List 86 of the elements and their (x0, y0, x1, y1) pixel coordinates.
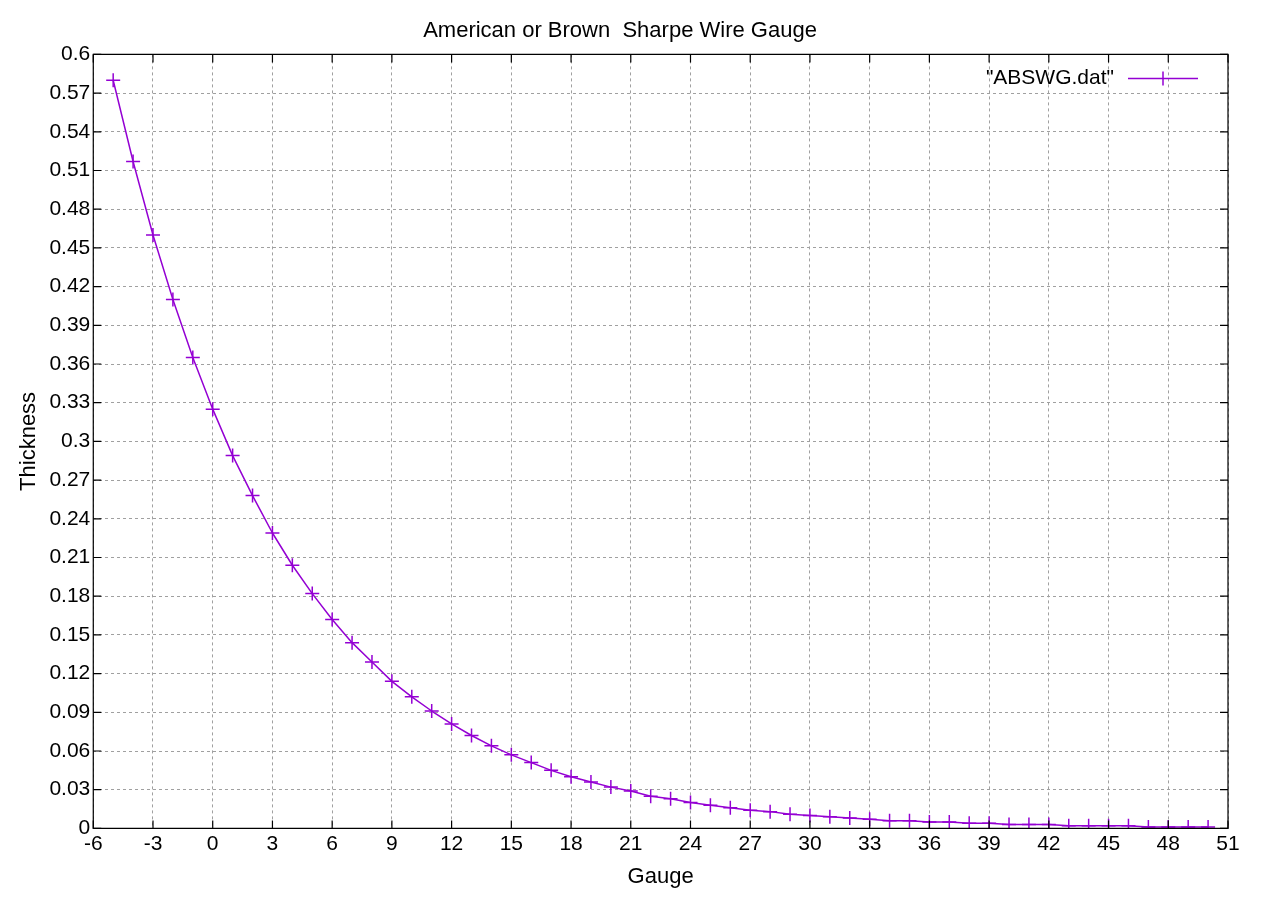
x-tick-label: 6 (326, 830, 339, 854)
y-tick-label: 0.18 (49, 583, 91, 606)
point (503, 747, 520, 763)
x-tick-label: 39 (977, 830, 1001, 854)
point (324, 611, 340, 628)
y-tick-label: 0.57 (49, 79, 91, 103)
x-tick-label: 33 (857, 830, 882, 854)
y-tick-label: 0.09 (49, 699, 91, 723)
point (304, 585, 321, 602)
y-tick-label: 0.42 (49, 273, 91, 297)
point (125, 153, 141, 170)
x-tick-label: 51 (1216, 830, 1240, 854)
x-tick-label: 27 (738, 830, 762, 854)
y-tick-label: 0.12 (49, 660, 91, 684)
y-axis-title: Thickness (15, 391, 41, 491)
point (762, 803, 778, 820)
x-tick-label: 21 (619, 830, 643, 854)
point (145, 227, 161, 243)
point (384, 673, 400, 690)
x-tick-label: 9 (386, 830, 398, 854)
y-tick-label: 0.24 (49, 505, 91, 529)
point (1041, 816, 1057, 829)
point (742, 802, 758, 819)
point (583, 774, 599, 790)
x-tick-label: -3 (143, 830, 163, 854)
point (881, 812, 898, 829)
point (463, 727, 480, 744)
point (404, 689, 420, 705)
x-tick-label: 48 (1156, 830, 1180, 854)
y-tick-label: 0.36 (49, 350, 91, 374)
point (702, 797, 719, 813)
y-tick-label: 0.6 (61, 41, 91, 65)
point (623, 783, 639, 799)
x-tick-label: 30 (798, 830, 822, 854)
point (563, 769, 579, 785)
y-tick-label: 0.54 (49, 118, 91, 142)
point (642, 788, 659, 804)
point (662, 790, 679, 807)
y-tick-label: 0.3 (61, 428, 91, 452)
y-tick-label: 0.48 (49, 196, 91, 219)
point (543, 762, 559, 779)
point (722, 800, 739, 816)
y-tick-label: 0.21 (49, 544, 91, 568)
point (204, 401, 221, 417)
point (901, 812, 918, 829)
point (284, 557, 301, 573)
x-tick-label: 45 (1096, 830, 1121, 854)
y-tick-label: 0.15 (49, 621, 91, 645)
y-tick-label: 0.03 (49, 776, 91, 800)
y-tick-label: 0.39 (49, 312, 91, 336)
x-tick-label: 36 (917, 830, 942, 854)
point (264, 525, 281, 541)
x-tick-label: 3 (266, 830, 279, 854)
y-tick-label: 0.51 (49, 157, 91, 181)
point (364, 654, 380, 670)
x-tick-label: 42 (1037, 830, 1061, 854)
point (483, 738, 500, 754)
x-tick-label: 15 (499, 830, 524, 854)
x-tick-label: 0 (206, 830, 219, 854)
point (423, 703, 440, 719)
point (224, 447, 241, 464)
chart-title: American or Brown Sharpe Wire Gauge (423, 17, 817, 43)
x-tick-label: 18 (559, 830, 583, 854)
point (842, 810, 858, 826)
point (603, 779, 619, 795)
point (961, 815, 977, 829)
point (1021, 816, 1037, 829)
point (165, 291, 181, 308)
x-tick-label: 12 (439, 830, 464, 854)
point (185, 349, 201, 366)
y-tick-label: 0.27 (49, 466, 91, 490)
y-tick-label: 0.06 (49, 737, 91, 761)
y-tick-label: 0.33 (49, 389, 91, 413)
y-tick-label: 0.45 (49, 234, 91, 258)
point (105, 72, 121, 88)
point (941, 814, 958, 829)
point (244, 487, 261, 504)
point (682, 794, 699, 811)
point (1001, 816, 1017, 829)
point (523, 754, 539, 771)
point (822, 809, 838, 825)
legend-label: "ABSWG.dat" (985, 65, 1114, 89)
point (344, 634, 360, 651)
x-tick-label: 24 (678, 830, 703, 854)
x-axis-title: Gauge (627, 862, 694, 888)
point (443, 716, 460, 732)
